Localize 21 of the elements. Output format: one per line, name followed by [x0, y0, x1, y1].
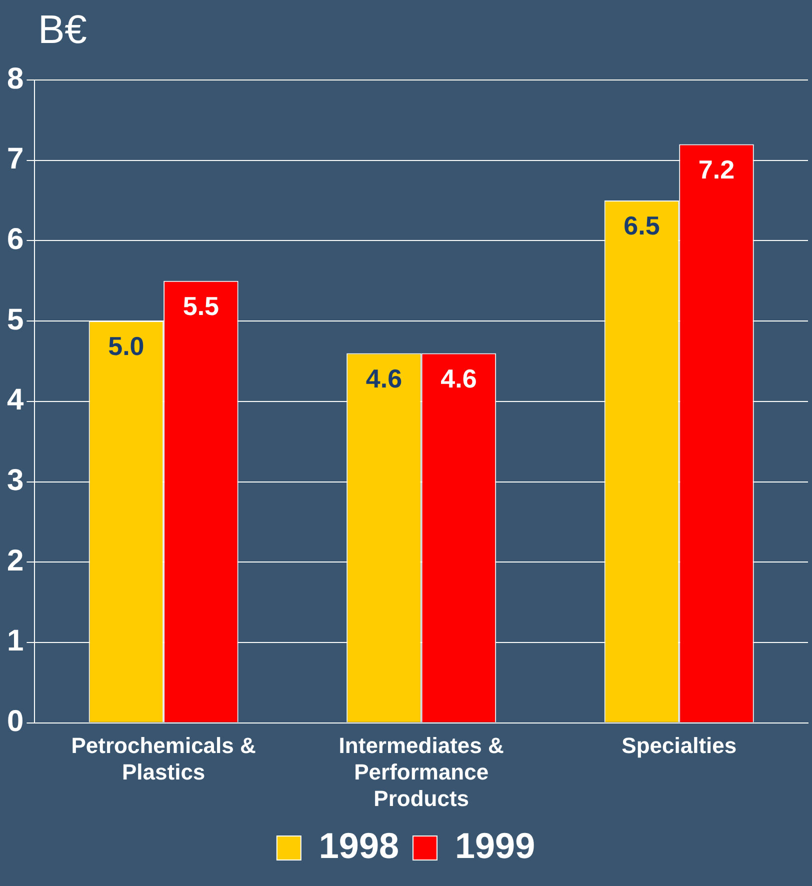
- x-tick-label: Specialties: [622, 733, 737, 758]
- y-tick-label: 5: [6, 303, 24, 336]
- y-tick-label: 1: [6, 624, 24, 658]
- data-label: 7.2: [698, 154, 735, 184]
- x-tick-label: Intermediates & Performance Products: [338, 733, 504, 811]
- y-tick-label: 3: [6, 464, 24, 498]
- data-label: 5.5: [182, 291, 220, 322]
- data-label: 4.6: [366, 363, 402, 394]
- x-tick-label: Petrochemicals & Plastics: [71, 733, 256, 784]
- y-tick-label: 4: [6, 384, 24, 417]
- y-axis-title: B€: [38, 8, 87, 53]
- data-label: 6.5: [624, 210, 660, 241]
- y-tick-label: 2: [6, 544, 24, 578]
- y-tick-label: 6: [6, 222, 24, 256]
- data-label: 4.6: [440, 363, 477, 394]
- legend-label: 1998: [318, 824, 400, 866]
- y-tick-label: 0: [6, 705, 24, 738]
- y-tick-label: 8: [6, 62, 24, 96]
- legend-label: 1999: [455, 824, 536, 866]
- y-tick-label: 7: [6, 142, 24, 176]
- data-label: 5.0: [108, 331, 144, 362]
